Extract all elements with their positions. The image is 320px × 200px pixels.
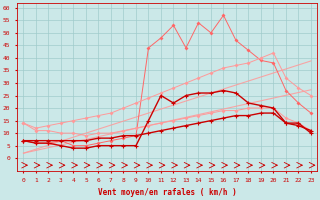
X-axis label: Vent moyen/en rafales ( km/h ): Vent moyen/en rafales ( km/h ) <box>98 188 236 197</box>
